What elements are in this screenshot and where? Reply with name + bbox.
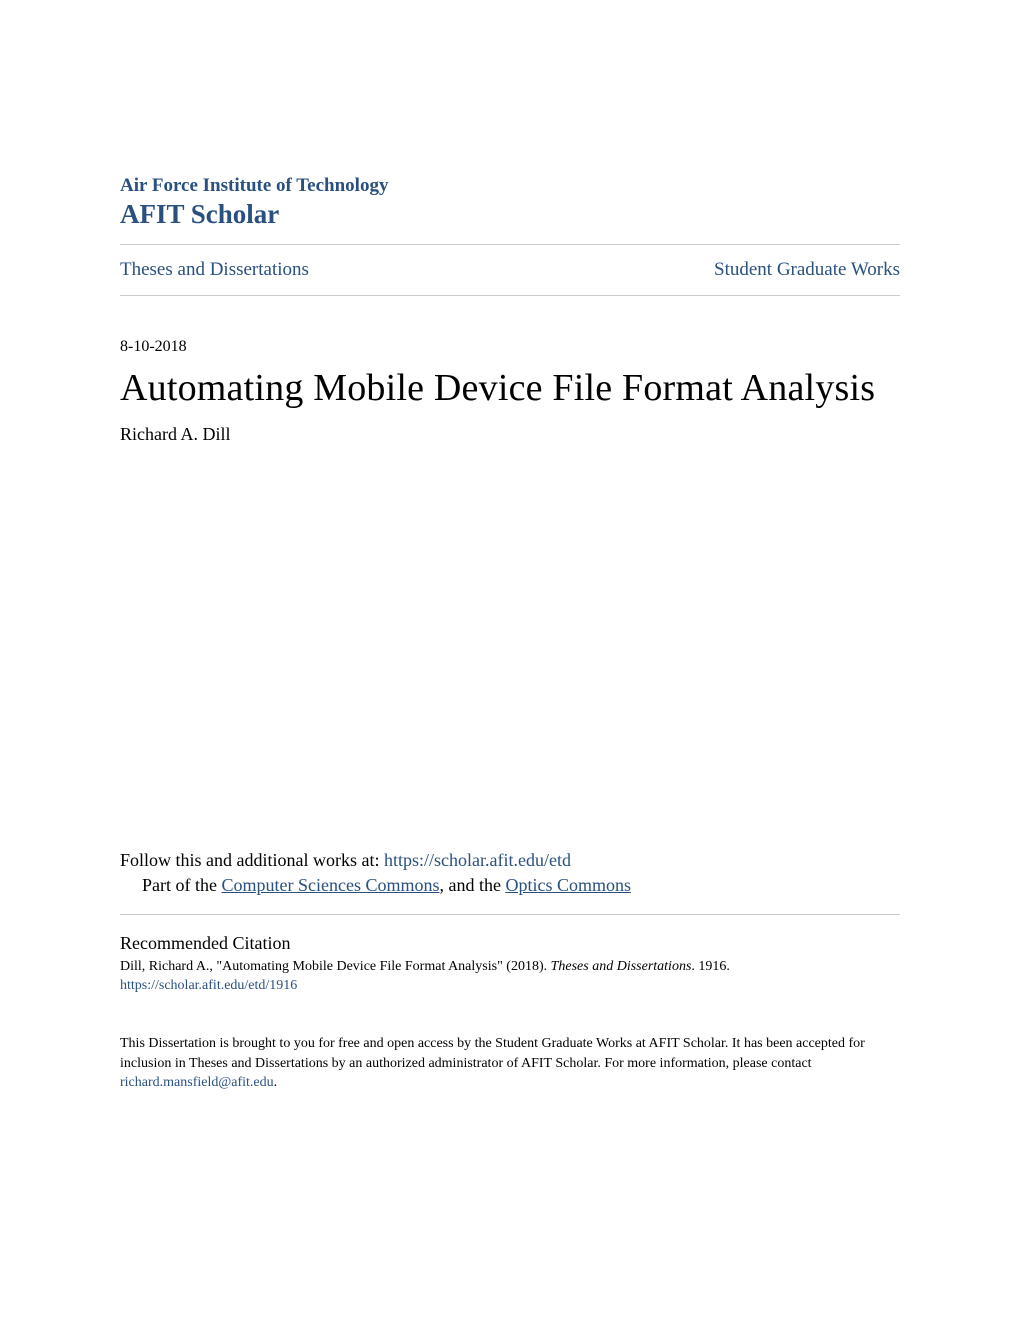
partof-link-2[interactable]: Optics Commons xyxy=(505,875,631,895)
publication-date: 8-10-2018 xyxy=(120,338,900,356)
footer-email-link[interactable]: richard.mansfield@afit.edu xyxy=(120,1075,274,1090)
footer-after: . xyxy=(274,1075,278,1090)
citation-italic: Theses and Dissertations xyxy=(551,959,692,974)
citation-after: . 1916. xyxy=(691,959,730,974)
citation-text: Dill, Richard A., "Automating Mobile Dev… xyxy=(120,958,900,976)
partof-middle: , and the xyxy=(439,875,505,895)
recommended-citation-heading: Recommended Citation xyxy=(120,933,900,954)
part-of-line: Part of the Computer Sciences Commons, a… xyxy=(120,875,900,896)
partof-prefix: Part of the xyxy=(142,875,221,895)
follow-url-link[interactable]: https://scholar.afit.edu/etd xyxy=(384,850,571,870)
nav-right-link[interactable]: Student Graduate Works xyxy=(714,259,900,281)
follow-prefix: Follow this and additional works at: xyxy=(120,850,384,870)
scholar-name[interactable]: AFIT Scholar xyxy=(120,199,900,230)
divider-bottom xyxy=(120,295,900,296)
footer-before: This Dissertation is brought to you for … xyxy=(120,1036,865,1071)
paper-author: Richard A. Dill xyxy=(120,424,900,445)
divider-citation xyxy=(120,914,900,915)
follow-line: Follow this and additional works at: htt… xyxy=(120,850,900,871)
lower-section: Follow this and additional works at: htt… xyxy=(120,850,900,1093)
partof-link-1[interactable]: Computer Sciences Commons xyxy=(221,875,439,895)
paper-title: Automating Mobile Device File Format Ana… xyxy=(120,366,900,410)
institution-name: Air Force Institute of Technology xyxy=(120,175,900,197)
citation-url-link[interactable]: https://scholar.afit.edu/etd/1916 xyxy=(120,978,900,994)
nav-row: Theses and Dissertations Student Graduat… xyxy=(120,245,900,295)
nav-left-link[interactable]: Theses and Dissertations xyxy=(120,259,309,281)
citation-before: Dill, Richard A., "Automating Mobile Dev… xyxy=(120,959,551,974)
footer-text: This Dissertation is brought to you for … xyxy=(120,1034,900,1093)
